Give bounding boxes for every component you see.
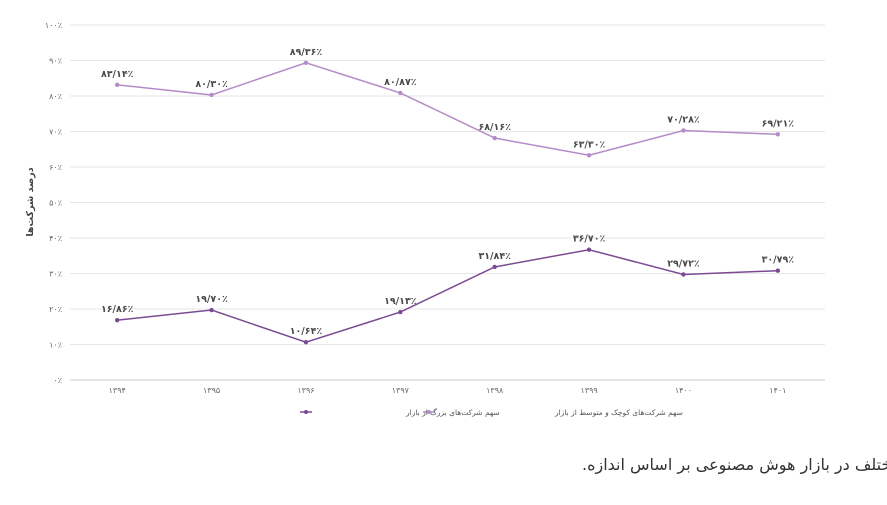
data-label: ۳۰/۷۹٪ bbox=[762, 255, 795, 266]
y-tick-label: ۴۰٪ bbox=[49, 234, 62, 243]
data-point bbox=[775, 132, 781, 137]
data-point bbox=[303, 60, 309, 65]
x-tick-label: ۱۳۹۹ bbox=[580, 386, 597, 395]
data-point bbox=[303, 340, 309, 345]
data-point bbox=[398, 309, 403, 315]
series-1: ۱۶/۸۶٪ ۱۹/۷۰٪ ۱۰/۶۴٪ ۱۹/۱۳٪ ۳۱/۸۴٪ ۳۶/۷۰٪ ۲۹/۷… bbox=[101, 234, 794, 345]
legend-marker bbox=[304, 410, 308, 414]
y-axis-ticks: ۰٪ ۱۰٪ ۲۰٪ ۳۰٪ ۴۰٪ ۵۰٪ ۶۰٪ ۷۰٪ ۸۰٪ ۹۰٪ ۱۰۰٪ bbox=[45, 21, 62, 385]
data-label: ۸۰/۸۷٪ bbox=[384, 77, 417, 88]
data-point bbox=[681, 128, 686, 133]
data-label: ۱۰/۶۴٪ bbox=[290, 326, 323, 337]
x-tick-label: ۱۴۰۱ bbox=[769, 386, 786, 395]
series-0: ۸۳/۱۴٪ ۸۰/۳۰٪ ۸۹/۳۶٪ ۸۰/۸۷٪ ۶۸/۱۶٪ ۶۳/۳۰٪ ۷۰/۲… bbox=[101, 47, 794, 158]
y-tick-label: ۱۰٪ bbox=[49, 341, 62, 350]
data-label: ۶۳/۳۰٪ bbox=[573, 139, 606, 150]
data-label: ۳۱/۸۴٪ bbox=[478, 251, 511, 262]
y-tick-label: ۹۰٪ bbox=[49, 57, 62, 66]
x-tick-label: ۱۳۹۸ bbox=[486, 386, 504, 395]
data-label: ۶۹/۲۱٪ bbox=[762, 118, 795, 129]
legend-label: سهم شرکت‌های کوچک و متوسط از بازار bbox=[554, 408, 683, 417]
data-point bbox=[114, 82, 120, 88]
data-label: ۷۰/۲۸٪ bbox=[667, 115, 700, 126]
series-line bbox=[117, 61, 778, 157]
data-point bbox=[586, 153, 592, 158]
data-point bbox=[209, 92, 214, 98]
data-label: ۱۹/۱۳٪ bbox=[384, 296, 417, 307]
series-layer: ۸۳/۱۴٪ ۸۰/۳۰٪ ۸۹/۳۶٪ ۸۰/۸۷٪ ۶۸/۱۶٪ ۶۳/۳۰٪ ۷۰/۲… bbox=[101, 47, 794, 345]
data-point bbox=[114, 317, 120, 323]
data-point bbox=[681, 272, 686, 277]
legend: سهم شرکت‌های کوچک و متوسط از بازار سهم شر… bbox=[300, 407, 683, 417]
x-tick-label: ۱۳۹۷ bbox=[392, 386, 410, 395]
y-tick-label: ۵۰٪ bbox=[49, 199, 62, 208]
series-line bbox=[117, 248, 778, 344]
grid-lines bbox=[70, 24, 825, 381]
data-label: ۲۹/۷۲٪ bbox=[667, 258, 700, 269]
y-tick-label: ۰٪ bbox=[53, 376, 62, 385]
x-tick-label: ۱۳۹۵ bbox=[203, 386, 220, 395]
chart-caption: سهم شرکت‌های مختلف در بازار هوش مصنوعی ب… bbox=[582, 455, 887, 475]
data-label: ۱۹/۷۰٪ bbox=[195, 294, 228, 305]
data-point bbox=[209, 307, 214, 313]
x-tick-label: ۱۳۹۴ bbox=[109, 386, 126, 395]
y-tick-label: ۲۰٪ bbox=[49, 305, 62, 314]
y-axis-label: درصد شرکت‌ها bbox=[25, 167, 36, 236]
data-point bbox=[586, 247, 592, 252]
y-tick-label: ۸۰٪ bbox=[49, 92, 62, 101]
data-point bbox=[398, 90, 403, 96]
x-tick-label: ۱۳۹۶ bbox=[297, 386, 314, 395]
y-tick-label: ۷۰٪ bbox=[49, 128, 62, 137]
data-point bbox=[492, 135, 497, 141]
y-tick-label: ۱۰۰٪ bbox=[45, 21, 62, 30]
y-tick-label: ۶۰٪ bbox=[49, 163, 62, 172]
data-point bbox=[775, 268, 781, 273]
data-label: ۶۸/۱۶٪ bbox=[478, 122, 511, 133]
x-tick-label: ۱۴۰۰ bbox=[675, 386, 692, 395]
legend-label: سهم شرکت‌های بزرگ از بازار bbox=[405, 407, 500, 417]
legend-marker bbox=[427, 410, 431, 414]
x-axis-ticks: ۱۳۹۴ ۱۳۹۵ ۱۳۹۶ ۱۳۹۷ ۱۳۹۸ ۱۳۹۹ ۱۴۰۰ ۱۴۰۱ bbox=[109, 386, 787, 395]
data-label: ۸۹/۳۶٪ bbox=[290, 47, 323, 58]
data-label: ۸۰/۳۰٪ bbox=[195, 79, 228, 90]
data-label: ۳۶/۷۰٪ bbox=[573, 234, 606, 245]
data-label: ۸۳/۱۴٪ bbox=[101, 69, 134, 80]
data-label: ۱۶/۸۶٪ bbox=[101, 304, 134, 315]
data-point bbox=[492, 264, 497, 270]
y-tick-label: ۳۰٪ bbox=[49, 270, 62, 279]
